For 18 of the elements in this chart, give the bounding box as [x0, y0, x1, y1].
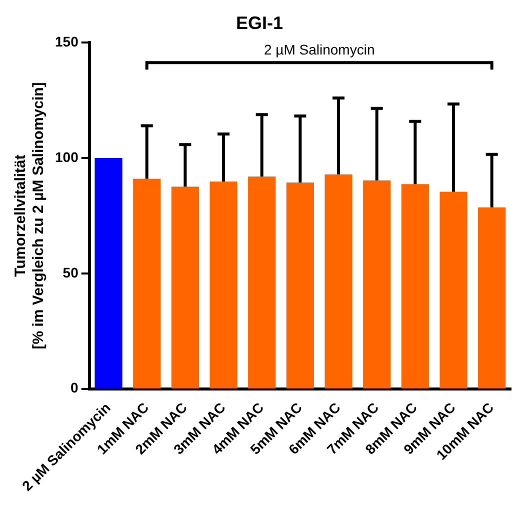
bar	[363, 180, 391, 388]
annotation: 2 µM Salinomycin	[264, 41, 375, 58]
y-tick-label: 0	[70, 380, 79, 396]
bar	[133, 178, 161, 388]
bar	[210, 182, 238, 388]
bar	[440, 192, 468, 388]
bar	[94, 158, 122, 388]
bar	[478, 207, 506, 388]
y-tick-label: 100	[55, 148, 79, 165]
chart-title: EGI-1	[236, 12, 284, 33]
bar	[171, 186, 199, 388]
bar	[248, 176, 276, 388]
y-tick-label: 150	[55, 33, 79, 50]
y-tick-label: 50	[62, 264, 79, 280]
bar	[401, 184, 429, 388]
bar	[324, 174, 352, 388]
y-axis-title: Tumorzellvitalität [% im Vergleich zu 2 µM Salinomycin]	[12, 82, 48, 350]
bar	[286, 182, 314, 388]
